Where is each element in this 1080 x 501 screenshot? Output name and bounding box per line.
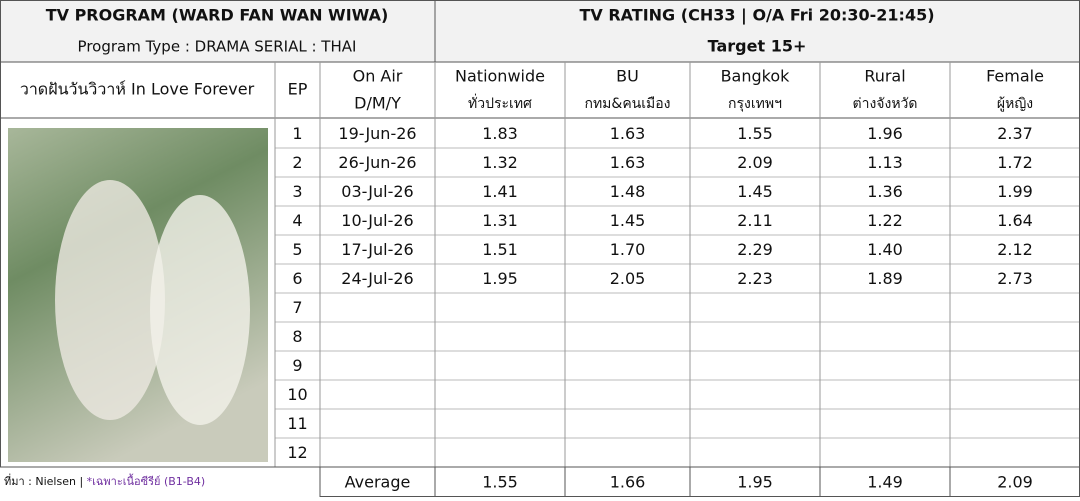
column-header: EP [288, 80, 308, 99]
column-header: BU [616, 67, 639, 86]
column-header: On Air [353, 67, 403, 86]
rating: 1.89 [867, 269, 903, 288]
average-value: 1.95 [737, 473, 773, 492]
air-date: 10-Jul-26 [341, 211, 413, 230]
rating: 2.09 [737, 153, 773, 172]
rating: 1.48 [610, 182, 646, 201]
rating: 1.32 [482, 153, 518, 172]
rating: 1.70 [610, 240, 646, 259]
column-header: Bangkok [721, 67, 791, 86]
rating: 1.63 [610, 153, 646, 172]
rating: 1.40 [867, 240, 903, 259]
rating: 1.55 [737, 124, 773, 143]
rating: 2.29 [737, 240, 773, 259]
rating: 1.63 [610, 124, 646, 143]
average-value: 1.55 [482, 473, 518, 492]
column-header: D/M/Y [354, 94, 401, 113]
average-label: Average [345, 473, 411, 492]
rating: 1.72 [997, 153, 1033, 172]
rating: 1.31 [482, 211, 518, 230]
footer-source: ที่มา : Nielsen | *เฉพาะเนื้อซีรีย์ (B1-… [4, 473, 205, 488]
rating: 2.05 [610, 269, 646, 288]
rating: 1.36 [867, 182, 903, 201]
rating: 2.12 [997, 240, 1033, 259]
average-value: 1.49 [867, 473, 903, 492]
rating: 1.99 [997, 182, 1033, 201]
column-header: ทั่วประเทศ [468, 94, 532, 112]
rating: 1.45 [610, 211, 646, 230]
rating: 1.45 [737, 182, 773, 201]
rating: 1.41 [482, 182, 518, 201]
poster-figure [55, 180, 165, 420]
column-header: Rural [864, 67, 905, 86]
rating: 1.96 [867, 124, 903, 143]
air-date: 03-Jul-26 [341, 182, 413, 201]
rating: 2.37 [997, 124, 1033, 143]
rating: 1.64 [997, 211, 1033, 230]
rating: 2.73 [997, 269, 1033, 288]
rating: 1.51 [482, 240, 518, 259]
rating: 1.95 [482, 269, 518, 288]
episode: 2 [292, 153, 302, 172]
note: *เฉพาะเนื้อซีรีย์ (B1-B4) [87, 473, 206, 488]
air-date: 17-Jul-26 [341, 240, 413, 259]
episode: 11 [287, 414, 307, 433]
average-value: 2.09 [997, 473, 1033, 492]
program-name: วาดฝันวันวิวาห์ In Love Forever [20, 80, 255, 99]
left-title: TV PROGRAM (WARD FAN WAN WIWA) [46, 6, 389, 25]
column-header: ผู้หญิง [997, 96, 1033, 112]
rating: 1.83 [482, 124, 518, 143]
rating: 2.11 [737, 211, 773, 230]
rating: 1.13 [867, 153, 903, 172]
rating: 2.23 [737, 269, 773, 288]
air-date: 24-Jul-26 [341, 269, 413, 288]
column-header: Female [986, 67, 1044, 86]
episode: 5 [292, 240, 302, 259]
episode: 8 [292, 327, 302, 346]
target: Target 15+ [708, 37, 807, 56]
column-header: ต่างจังหวัด [852, 96, 917, 112]
episode: 1 [292, 124, 302, 143]
air-date: 19-Jun-26 [338, 124, 416, 143]
episode: 4 [292, 211, 302, 230]
source: ที่มา : Nielsen | [4, 473, 83, 488]
episode: 7 [292, 298, 302, 317]
episode: 3 [292, 182, 302, 201]
column-header: กทม&คนเมือง [584, 96, 670, 112]
episode: 9 [292, 356, 302, 375]
program-type: Program Type : DRAMA SERIAL : THAI [78, 38, 357, 56]
header-bg [0, 0, 1080, 62]
rating: 1.22 [867, 211, 903, 230]
column-header: Nationwide [455, 67, 545, 86]
average-value: 1.66 [610, 473, 646, 492]
episode: 12 [287, 443, 307, 462]
episode: 10 [287, 385, 307, 404]
right-title: TV RATING (CH33 | O/A Fri 20:30-21:45) [579, 6, 934, 26]
episode: 6 [292, 269, 302, 288]
air-date: 26-Jun-26 [338, 153, 416, 172]
column-header: กรุงเทพฯ [728, 96, 782, 112]
poster-figure [150, 195, 250, 425]
